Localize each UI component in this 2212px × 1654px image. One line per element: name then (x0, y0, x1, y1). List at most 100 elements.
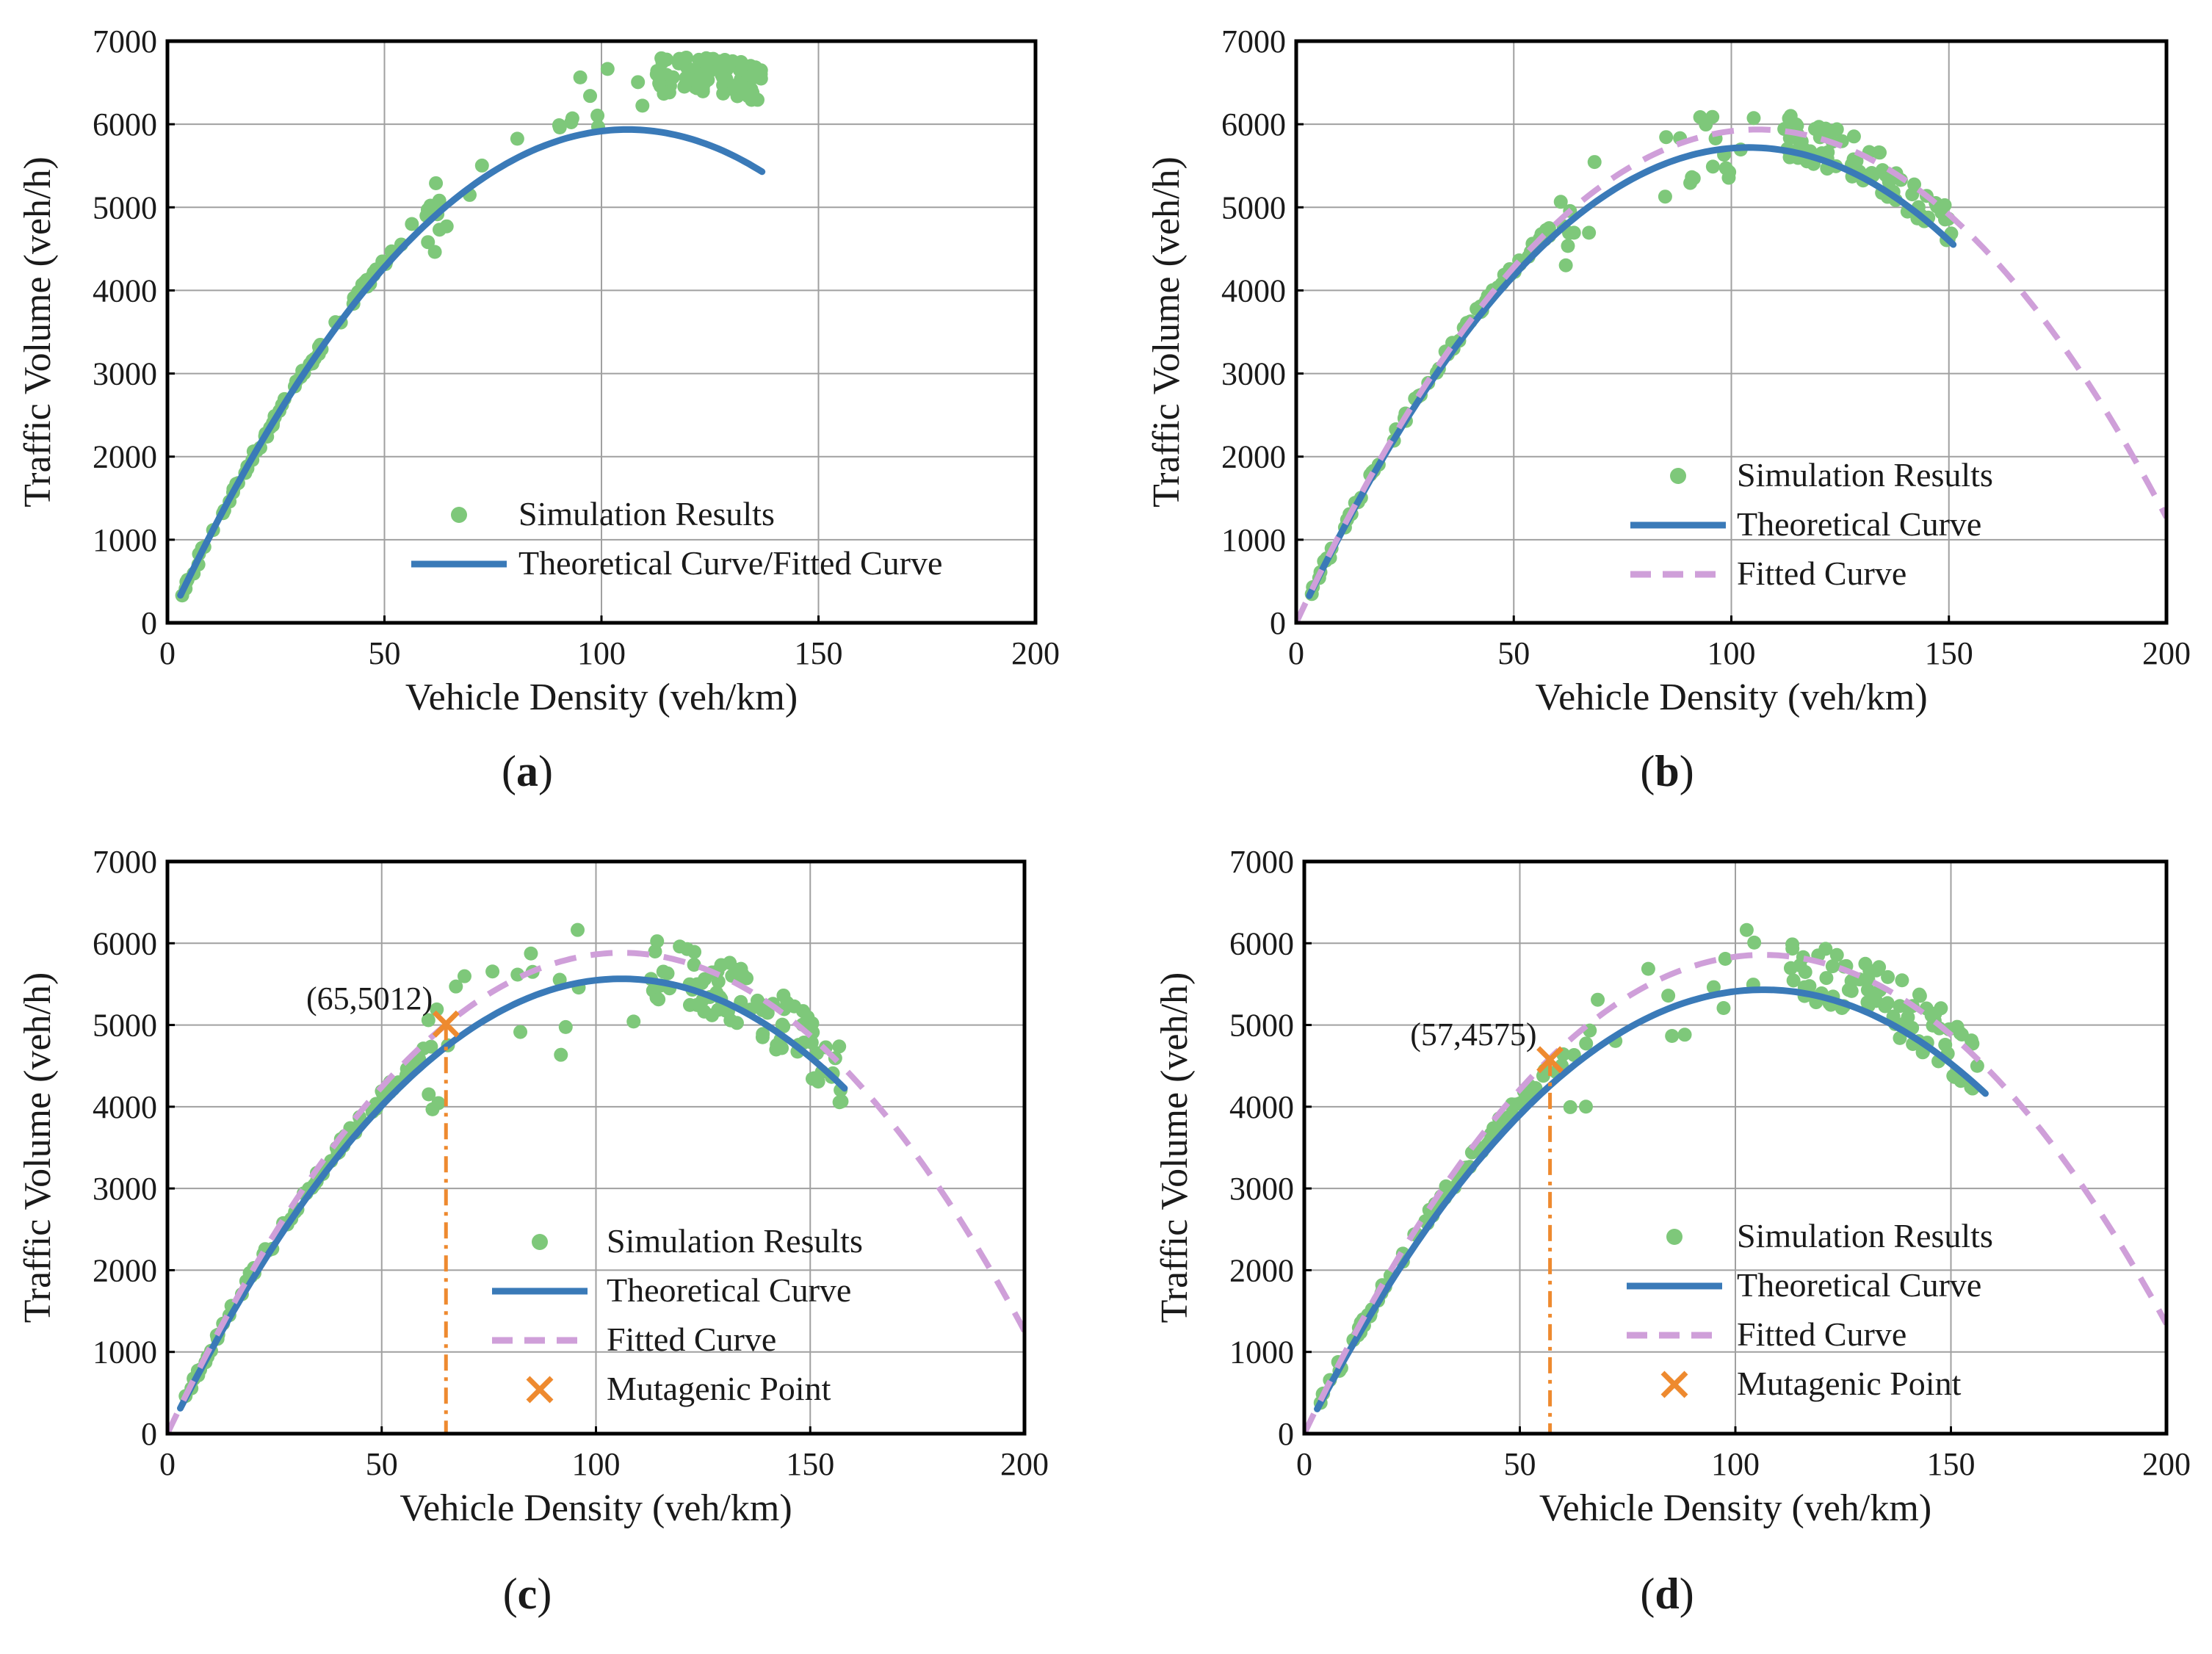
x-tick-label: 0 (159, 635, 176, 671)
legend-entry: Fitted Curve (1627, 1315, 1906, 1353)
y-tick-label: 6000 (1221, 106, 1286, 142)
scatter-point (1591, 992, 1605, 1007)
scatter-point (1819, 971, 1834, 986)
scatter-point (1872, 960, 1887, 975)
scatter-point (422, 1087, 436, 1102)
x-tick-label: 200 (1000, 1446, 1049, 1482)
fitted-curve (167, 950, 1024, 1434)
scatter-point (1561, 239, 1575, 253)
scatter-point (1706, 980, 1721, 994)
scatter-point (701, 73, 715, 87)
scatter-point (657, 87, 671, 101)
scatter-point (1938, 1037, 1953, 1052)
y-tick-label: 4000 (1229, 1089, 1294, 1125)
scatter-point (716, 86, 731, 101)
chart-panel-d: (57,4575)0 50 100 150 2000100020003000400050… (1154, 844, 2191, 1618)
scatter-point (729, 1016, 744, 1030)
legend-swatch-scatter (1666, 1229, 1683, 1245)
legend-label: Theoretical Curve/Fitted Curve (518, 544, 942, 582)
plot-area (1304, 922, 2166, 1434)
y-tick-label: 4000 (1221, 272, 1286, 308)
scatter-point (1439, 1179, 1453, 1193)
scatter-point (755, 1003, 770, 1017)
legend-label: Theoretical Curve (607, 1271, 851, 1309)
y-tick-label: 1000 (1221, 522, 1286, 558)
theoretical-curve (1306, 144, 1957, 599)
scatter-point (780, 995, 795, 1010)
scatter-point (1825, 959, 1840, 974)
scatter-point (583, 89, 598, 104)
scatter-point (697, 1004, 712, 1019)
theoretical-curve (1314, 986, 1989, 1412)
x-tick-label: 150 (1927, 1446, 1976, 1482)
scatter-point (1587, 155, 1602, 170)
y-tick-label: 2000 (93, 439, 157, 475)
scatter-point (558, 1019, 573, 1034)
mutagenic-point-marker (432, 1010, 460, 1038)
scatter-point (680, 942, 695, 956)
y-axis-title: Traffic Volume (veh/h) (17, 972, 59, 1323)
y-tick-label: 0 (141, 1416, 157, 1452)
fitted-curve (1296, 126, 2166, 623)
x-tick-label: 0 (159, 1446, 176, 1482)
scatter-point (1699, 118, 1713, 132)
scatter-point (424, 1039, 438, 1054)
y-tick-label: 4000 (93, 272, 157, 308)
scatter-point (1794, 134, 1809, 148)
legend-swatch-scatter (1670, 468, 1686, 484)
y-tick-label: 7000 (1221, 24, 1286, 59)
scatter-point (425, 1102, 440, 1116)
scatter-point (564, 115, 579, 129)
mutagenic-point-label: (57,4575) (1410, 1016, 1536, 1052)
legend-entry: Simulation Results (532, 1222, 863, 1260)
panel-label: (d) (1640, 1570, 1694, 1618)
y-tick-label: 6000 (93, 925, 157, 961)
scatter-point (457, 969, 471, 983)
x-tick-label: 200 (2142, 635, 2191, 671)
scatter-point (427, 245, 442, 259)
legend-label: Fitted Curve (607, 1321, 776, 1358)
legend-swatch-scatter (532, 1234, 548, 1250)
y-tick-label: 2000 (1221, 439, 1286, 475)
scatter-point (1747, 935, 1762, 950)
legend-entry: Theoretical Curve (1630, 505, 1981, 543)
x-axis-title: Vehicle Density (veh/km) (1539, 1487, 1931, 1529)
y-tick-label: 7000 (93, 24, 157, 59)
y-tick-label: 0 (1270, 605, 1286, 641)
y-axis-title: Traffic Volume (veh/h) (17, 156, 59, 508)
scatter-point (1954, 1028, 1969, 1042)
scatter-point (1677, 1028, 1692, 1042)
legend: Simulation Results Theoretical Curve Fitte… (1630, 456, 1993, 592)
x-tick-label: 50 (366, 1446, 398, 1482)
y-tick-label: 4000 (93, 1089, 157, 1125)
legend-swatch-cross (526, 1376, 554, 1404)
scatter-point (1821, 145, 1835, 159)
scatter-point (1718, 951, 1732, 966)
panel-label: (c) (503, 1570, 552, 1618)
y-axis-title: Traffic Volume (veh/h) (1146, 156, 1188, 508)
scatter-point (677, 79, 692, 94)
scatter-point (648, 944, 662, 958)
scatter-point (1582, 225, 1597, 240)
scatter-point (510, 967, 525, 982)
y-tick-label: 6000 (1229, 925, 1294, 961)
scatter-point (1566, 225, 1581, 240)
legend-label: Fitted Curve (1737, 555, 1906, 592)
theoretical-curve (177, 975, 848, 1412)
y-tick-label: 3000 (93, 356, 157, 392)
x-tick-label: 100 (572, 1446, 621, 1482)
scatter-point (1705, 159, 1720, 174)
scatter-point (804, 1035, 819, 1050)
scatter-point (400, 1061, 414, 1076)
x-tick-label: 0 (1288, 635, 1304, 671)
scatter-point (1934, 1001, 1948, 1016)
x-tick-label: 150 (795, 635, 843, 671)
scatter-point (1869, 994, 1884, 1008)
scatter-point (631, 75, 646, 90)
scatter-point (736, 84, 751, 98)
scatter-point (1683, 176, 1698, 190)
scatter-point (1746, 111, 1761, 126)
scatter-point (1659, 130, 1674, 145)
y-tick-label: 3000 (1221, 356, 1286, 392)
plot-area (167, 922, 1024, 1434)
